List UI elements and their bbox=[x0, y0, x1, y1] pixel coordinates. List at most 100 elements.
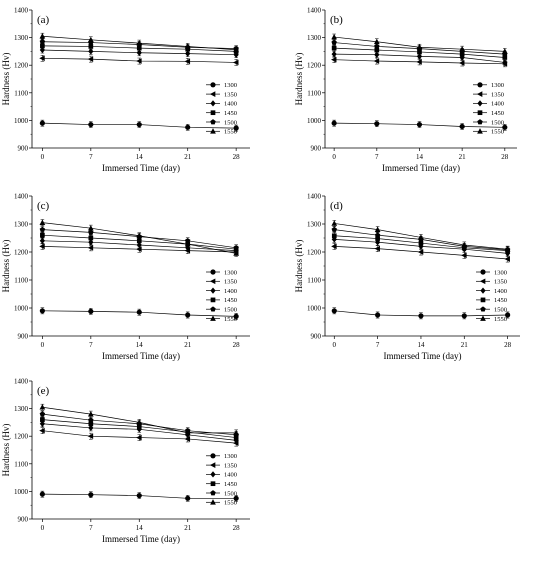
panel-label: (e) bbox=[37, 385, 50, 397]
data-point bbox=[504, 246, 511, 252]
y-tick-label: 1000 bbox=[14, 488, 29, 496]
data-point bbox=[39, 411, 46, 417]
data-point bbox=[40, 43, 45, 49]
y-tick-label: 900 bbox=[18, 516, 29, 524]
data-point bbox=[502, 55, 508, 60]
data-point bbox=[233, 59, 239, 66]
data-point bbox=[39, 33, 46, 39]
legend-label: 1400 bbox=[224, 101, 237, 108]
y-tick-label: 900 bbox=[311, 145, 322, 153]
y-tick-label: 900 bbox=[18, 333, 29, 341]
y-axis-title: Hardness (Hv) bbox=[1, 424, 11, 477]
data-point bbox=[374, 47, 380, 53]
legend-marker bbox=[480, 306, 486, 312]
data-point bbox=[233, 313, 239, 319]
data-point bbox=[39, 120, 45, 126]
legend-marker bbox=[210, 297, 216, 303]
y-tick-label: 1400 bbox=[14, 193, 29, 201]
legend-label: 1450 bbox=[494, 297, 507, 304]
x-tick-label: 0 bbox=[41, 153, 45, 161]
data-point bbox=[136, 121, 142, 128]
legend-label: 1400 bbox=[224, 472, 237, 479]
legend-marker bbox=[210, 315, 216, 321]
data-point bbox=[233, 125, 239, 131]
y-tick-label: 1000 bbox=[307, 305, 322, 313]
data-point bbox=[136, 434, 142, 441]
y-axis-title: Hardness (Hv) bbox=[1, 53, 11, 106]
legend-label: 1300 bbox=[494, 269, 507, 276]
legend-marker bbox=[210, 499, 216, 505]
data-point bbox=[505, 312, 511, 318]
y-tick-label: 1300 bbox=[14, 405, 29, 413]
data-point bbox=[39, 427, 45, 434]
data-point bbox=[504, 256, 510, 262]
data-point bbox=[136, 246, 142, 253]
legend-marker bbox=[480, 315, 486, 321]
data-point bbox=[418, 313, 424, 319]
data-point bbox=[88, 424, 94, 432]
chart-panel: 900 1000 1100 1200 1300 1400 0 7 14 21 28 Immersed … bbox=[294, 193, 520, 361]
x-tick-label: 0 bbox=[41, 524, 45, 532]
legend-marker bbox=[477, 82, 483, 88]
data-point bbox=[373, 38, 380, 45]
legend-marker bbox=[477, 100, 483, 107]
y-tick-label: 1200 bbox=[307, 62, 322, 70]
data-point bbox=[39, 55, 45, 62]
x-axis-title: Immersed Time (day) bbox=[102, 163, 180, 173]
data-point bbox=[184, 237, 191, 244]
data-point bbox=[374, 226, 381, 232]
y-tick-label: 1300 bbox=[307, 221, 322, 229]
data-point bbox=[136, 309, 142, 315]
legend-marker bbox=[210, 306, 216, 312]
data-point bbox=[39, 404, 46, 410]
panel-label: (d) bbox=[330, 200, 343, 212]
legend-marker bbox=[210, 287, 216, 294]
data-point bbox=[87, 411, 94, 417]
legend-label: 1450 bbox=[224, 481, 237, 488]
data-point bbox=[233, 250, 240, 256]
legend-marker bbox=[209, 91, 216, 97]
legend-marker bbox=[210, 490, 216, 496]
y-tick-label: 1000 bbox=[14, 305, 29, 313]
legend-label: 1350 bbox=[224, 462, 237, 469]
x-axis-title: Immersed Time (day) bbox=[102, 351, 180, 361]
y-tick-label: 1300 bbox=[307, 34, 322, 42]
data-point bbox=[136, 492, 142, 499]
data-point bbox=[87, 225, 94, 231]
data-point bbox=[184, 241, 191, 247]
data-point bbox=[461, 313, 467, 319]
x-tick-label: 7 bbox=[376, 341, 380, 349]
data-point bbox=[39, 420, 45, 427]
panel-label: (a) bbox=[37, 14, 50, 26]
legend-label: 1500 bbox=[224, 307, 237, 314]
data-point bbox=[39, 219, 46, 225]
data-point bbox=[459, 46, 466, 52]
legend-marker bbox=[209, 278, 216, 285]
legend-marker bbox=[210, 453, 216, 459]
data-point bbox=[461, 241, 468, 248]
data-point bbox=[39, 308, 45, 314]
x-tick-label: 21 bbox=[461, 341, 469, 349]
legend-marker bbox=[477, 110, 483, 116]
data-point bbox=[87, 433, 94, 440]
data-point bbox=[373, 58, 380, 64]
x-tick-label: 0 bbox=[332, 153, 336, 161]
legend-marker bbox=[210, 119, 216, 125]
x-tick-label: 7 bbox=[89, 341, 93, 349]
data-point bbox=[331, 308, 337, 314]
chart-panel: 900 1000 1100 1200 1300 1400 0 7 14 21 28 Immersed … bbox=[1, 7, 250, 173]
y-tick-label: 1000 bbox=[14, 117, 29, 125]
legend-marker bbox=[210, 100, 216, 107]
data-point bbox=[136, 419, 143, 425]
data-point bbox=[185, 495, 191, 501]
data-point bbox=[331, 51, 337, 58]
legend-label: 1500 bbox=[224, 119, 237, 126]
y-tick-label: 1300 bbox=[14, 34, 29, 42]
data-point bbox=[417, 49, 422, 55]
data-point bbox=[136, 238, 142, 244]
data-point bbox=[331, 220, 338, 226]
y-tick-label: 1200 bbox=[14, 62, 29, 70]
y-tick-label: 1100 bbox=[307, 89, 321, 97]
data-point bbox=[184, 43, 191, 49]
data-point bbox=[88, 417, 94, 423]
